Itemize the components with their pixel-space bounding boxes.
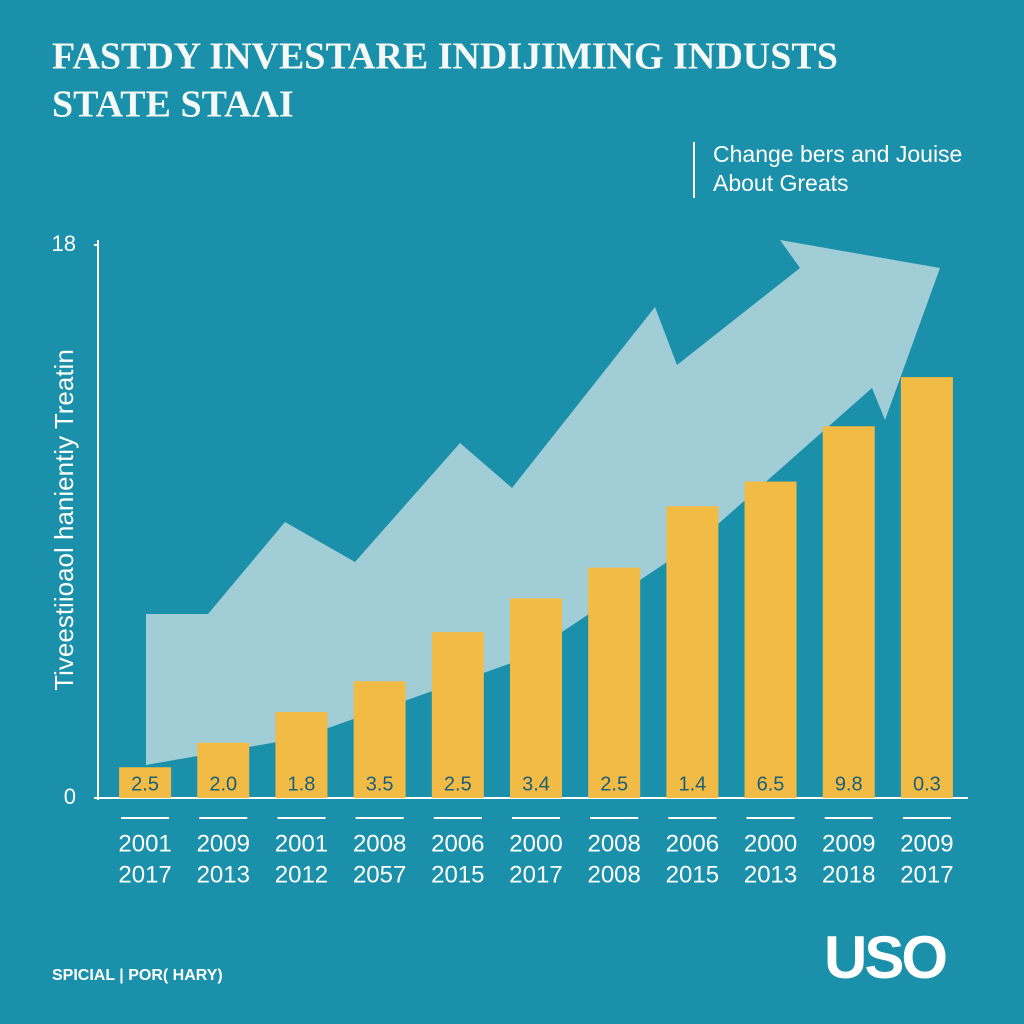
bar <box>744 481 797 798</box>
bar <box>900 377 953 798</box>
bar-text: 2.5 <box>131 773 159 795</box>
logo: USO <box>824 924 946 991</box>
bar-text: 1.4 <box>678 773 706 795</box>
x-tick-label: 2018 <box>822 861 875 888</box>
x-tick-label: 2013 <box>744 861 797 888</box>
x-tick-label: 2001 <box>275 830 328 857</box>
bar-text: 2.5 <box>600 773 628 795</box>
trend-arrow <box>146 240 940 765</box>
bar-text: 2.0 <box>209 773 237 795</box>
bar-text: 2.5 <box>444 773 472 795</box>
footer: SPICIAL | POR( HARY) <box>52 967 223 984</box>
x-tick-label: 2017 <box>509 861 562 888</box>
annotation: Change bers and Jouise <box>713 141 962 167</box>
x-tick-label: 2012 <box>275 861 328 888</box>
bar-text: 6.5 <box>757 773 785 795</box>
x-tick-label: 2015 <box>431 861 484 888</box>
x-tick-label: 2017 <box>900 861 953 888</box>
x-tick-label: 2006 <box>666 830 719 857</box>
x-tick-label: 2009 <box>900 830 953 857</box>
chart-subtitle: STATE STAΛI <box>52 84 294 126</box>
bar-text: 0.3 <box>913 773 941 795</box>
bar <box>588 567 641 798</box>
x-tick-label: 2017 <box>118 861 171 888</box>
y-tick-label: 18 <box>52 231 76 256</box>
bar <box>275 711 328 798</box>
y-tick-label: 0 <box>64 784 76 809</box>
x-tick-label: 2013 <box>197 861 250 888</box>
x-tick-label: 2001 <box>118 830 171 857</box>
bar <box>666 506 719 798</box>
annotation: About Greats <box>713 170 849 196</box>
x-tick-label: 2008 <box>587 861 640 888</box>
bar <box>353 681 406 798</box>
bar <box>119 767 172 798</box>
x-tick-label: 2000 <box>744 830 797 857</box>
y-axis-label: Tiveestiioaol hanientiy Treatin <box>49 349 79 691</box>
x-tick-label: 2008 <box>353 830 406 857</box>
x-tick-label: 2000 <box>509 830 562 857</box>
x-tick-label: 2009 <box>822 830 875 857</box>
x-tick-label: 2009 <box>197 830 250 857</box>
chart-title: FASTDY INVESTARE INDIJIMING INDUSTS <box>52 36 838 78</box>
x-tick-label: 2015 <box>666 861 719 888</box>
bar-text: 3.5 <box>366 773 394 795</box>
bar <box>431 632 484 798</box>
bar-text: 1.8 <box>288 773 316 795</box>
x-tick-label: 2008 <box>587 830 640 857</box>
x-tick-label: 2006 <box>431 830 484 857</box>
bar <box>510 598 562 798</box>
x-tick-label: 2057 <box>353 861 406 888</box>
bar <box>197 742 250 798</box>
bar-text: 3.4 <box>522 773 550 795</box>
bar-text: 9.8 <box>835 773 863 795</box>
bar <box>822 426 875 798</box>
